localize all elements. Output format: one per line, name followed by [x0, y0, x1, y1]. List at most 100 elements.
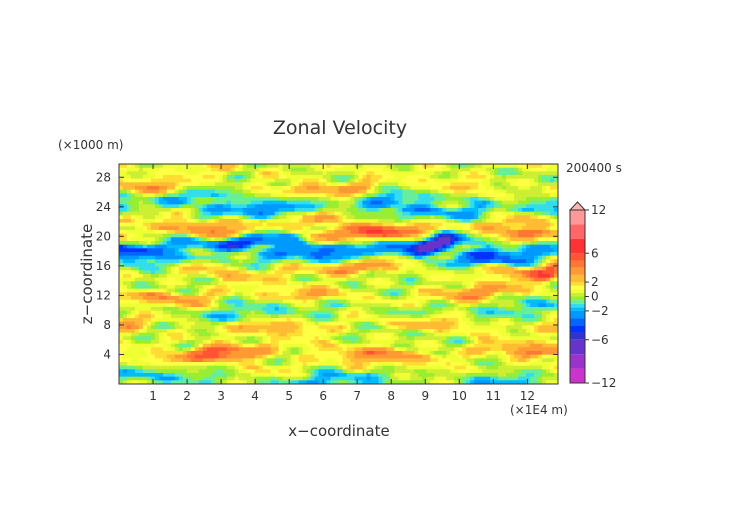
- field-cell: [206, 237, 212, 242]
- field-cell: [310, 186, 315, 191]
- field-cell: [322, 255, 327, 260]
- field-cell: [318, 211, 323, 216]
- field-cell: [522, 204, 527, 209]
- field-cell: [230, 215, 236, 220]
- field-cell: [418, 263, 423, 268]
- field-cell: [154, 259, 160, 264]
- field-cell: [142, 318, 148, 323]
- field-cell: [270, 164, 276, 169]
- field-cell: [418, 211, 423, 216]
- field-cell: [222, 241, 228, 246]
- field-cell: [454, 281, 459, 286]
- field-cell: [338, 215, 343, 220]
- field-cell: [130, 200, 136, 205]
- field-cell: [174, 186, 180, 191]
- field-cell: [158, 237, 164, 242]
- field-cell: [470, 226, 475, 231]
- field-cell: [510, 292, 515, 297]
- field-cell: [322, 285, 327, 290]
- field-cell: [426, 281, 431, 286]
- field-cell: [294, 186, 299, 191]
- field-cell: [210, 167, 216, 172]
- field-cell: [202, 226, 208, 231]
- field-cell: [354, 219, 359, 224]
- field-cell: [242, 252, 248, 257]
- field-cell: [354, 208, 359, 213]
- field-cell: [438, 255, 443, 260]
- field-cell: [554, 193, 559, 198]
- field-cell: [286, 255, 292, 260]
- field-cell: [190, 211, 196, 216]
- field-cell: [378, 296, 383, 301]
- field-cell: [330, 299, 335, 304]
- field-cell: [326, 164, 331, 169]
- field-cell: [546, 237, 551, 242]
- field-cell: [458, 252, 463, 257]
- field-cell: [266, 318, 272, 323]
- field-cell: [382, 200, 387, 205]
- field-cell: [390, 208, 395, 213]
- field-cell: [546, 259, 551, 264]
- field-cell: [274, 167, 280, 172]
- field-cell: [294, 233, 299, 238]
- field-cell: [430, 307, 435, 312]
- field-cell: [466, 167, 471, 172]
- field-cell: [222, 329, 228, 334]
- field-cell: [202, 197, 208, 202]
- field-cell: [190, 288, 196, 293]
- field-cell: [462, 211, 467, 216]
- field-cell: [202, 299, 208, 304]
- field-cell: [514, 178, 519, 183]
- field-cell: [214, 281, 220, 286]
- field-cell: [314, 222, 319, 227]
- field-cell: [270, 200, 276, 205]
- field-cell: [414, 222, 419, 227]
- field-cell: [154, 307, 160, 312]
- field-cell: [246, 285, 252, 290]
- field-cell: [306, 175, 311, 180]
- field-cell: [366, 259, 371, 264]
- field-cell: [554, 226, 559, 231]
- field-cell: [354, 211, 359, 216]
- field-cell: [394, 292, 399, 297]
- field-cell: [362, 281, 367, 286]
- field-cell: [494, 208, 499, 213]
- field-cell: [194, 307, 200, 312]
- field-cell: [530, 259, 535, 264]
- field-cell: [518, 186, 523, 191]
- field-cell: [246, 303, 252, 308]
- field-cell: [518, 274, 523, 279]
- field-cell: [550, 197, 555, 202]
- field-cell: [182, 274, 188, 279]
- field-cell: [270, 281, 276, 286]
- field-cell: [326, 208, 331, 213]
- field-cell: [250, 259, 256, 264]
- field-cell: [138, 263, 144, 268]
- field-cell: [550, 252, 555, 257]
- field-cell: [390, 233, 395, 238]
- field-cell: [138, 233, 144, 238]
- field-cell: [478, 222, 483, 227]
- field-cell: [550, 288, 555, 293]
- field-cell: [390, 259, 395, 264]
- field-cell: [370, 314, 375, 319]
- field-cell: [194, 296, 200, 301]
- field-cell: [162, 303, 168, 308]
- field-cell: [306, 281, 311, 286]
- field-cell: [374, 186, 379, 191]
- field-cell: [130, 222, 136, 227]
- field-cell: [542, 299, 547, 304]
- field-cell: [182, 248, 188, 253]
- field-cell: [119, 292, 124, 297]
- field-cell: [126, 193, 132, 198]
- field-cell: [218, 167, 224, 172]
- field-cell: [282, 255, 288, 260]
- field-cell: [462, 325, 467, 330]
- field-cell: [542, 288, 547, 293]
- field-cell: [466, 252, 471, 257]
- field-cell: [506, 270, 511, 275]
- field-cell: [366, 321, 371, 326]
- field-cell: [230, 288, 236, 293]
- field-cell: [482, 237, 487, 242]
- field-cell: [326, 241, 331, 246]
